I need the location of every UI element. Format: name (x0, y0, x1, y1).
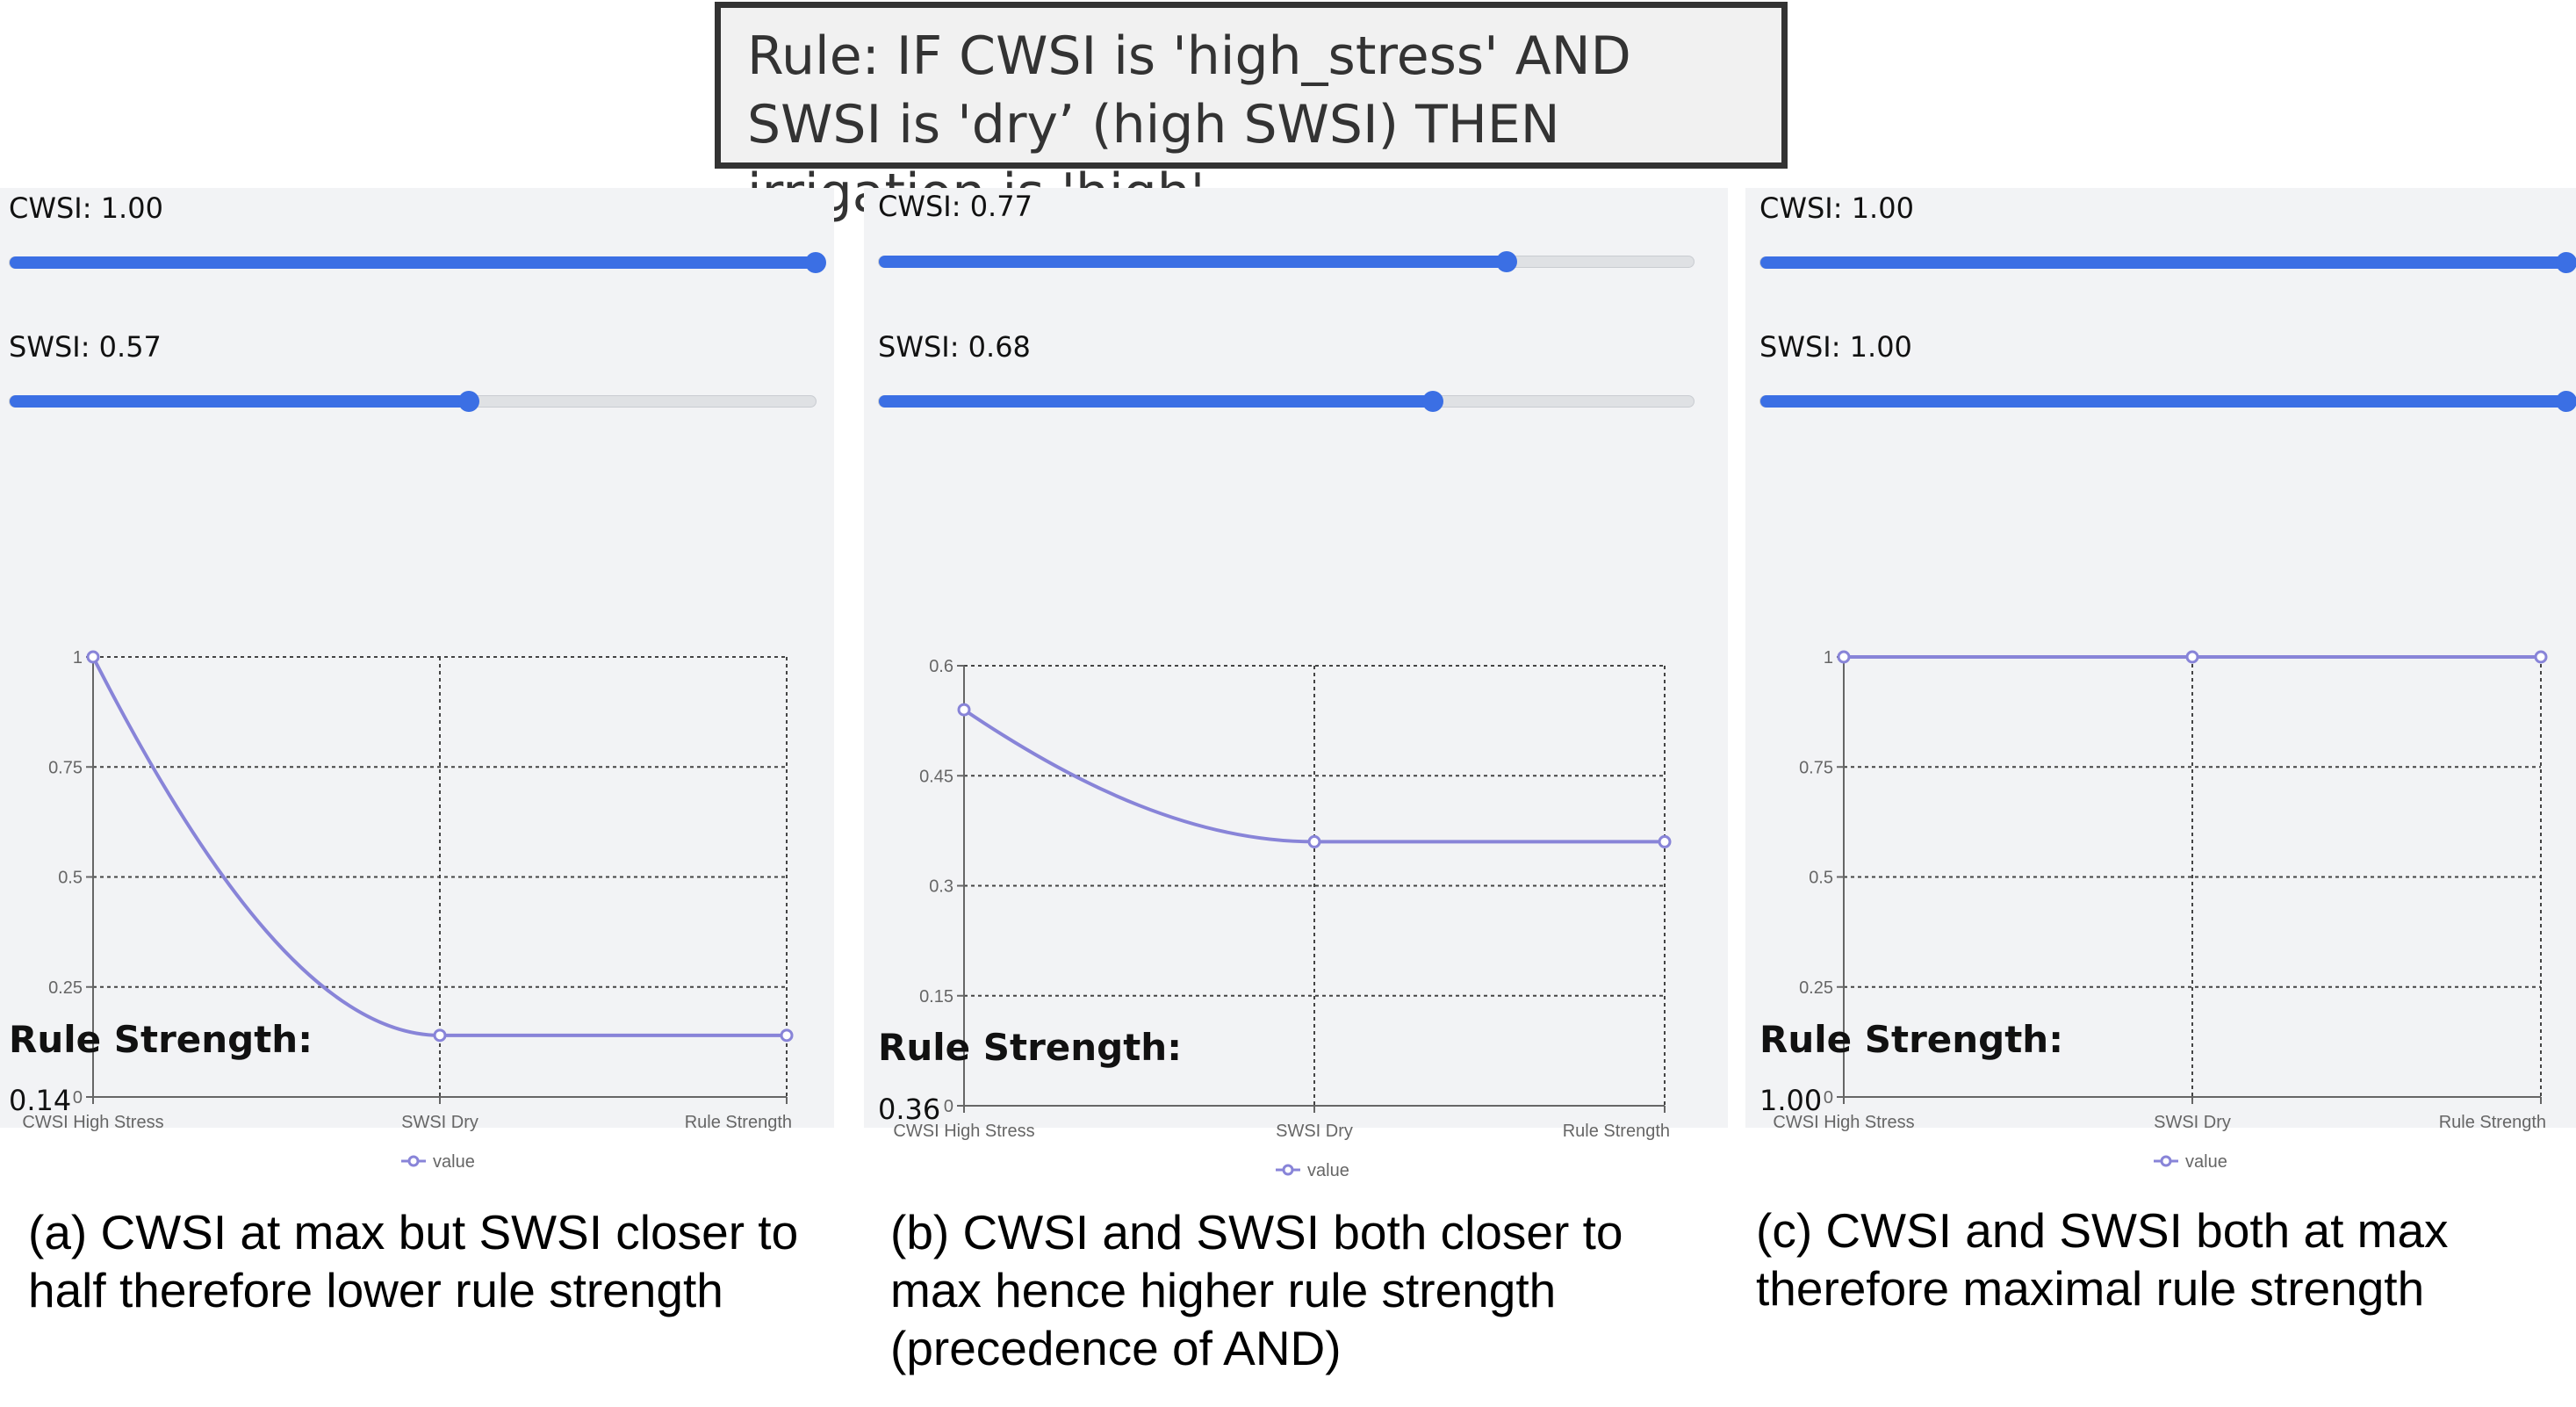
y-tick-label: 1 (1824, 648, 1833, 667)
legend-label: value (2185, 1152, 2227, 1172)
x-tick-label: SWSI Dry (1276, 1122, 1353, 1141)
data-point (86, 650, 100, 664)
swsi-label: SWSI: 0.57 (9, 330, 162, 364)
y-tick-label: 0.45 (919, 767, 953, 786)
swsi-slider[interactable] (878, 391, 1695, 412)
swsi-slider-thumb[interactable] (458, 391, 480, 412)
swsi-slider-thumb[interactable] (1422, 391, 1444, 412)
x-tick-label: CWSI High Stress (22, 1113, 163, 1132)
data-point (2534, 650, 2548, 664)
data-point (957, 703, 971, 717)
cwsi-slider[interactable] (1759, 252, 2576, 273)
swsi-slider-fill (1760, 395, 2566, 408)
swsi-slider-fill (10, 395, 470, 408)
rule-chart: 0 0.15 0.3 0.45 0.6 CWSI High Stress SWSI Dry R… (893, 657, 1672, 1180)
y-tick-label: 0.75 (1799, 758, 1833, 777)
cwsi-slider[interactable] (9, 252, 826, 273)
series-line (91, 656, 787, 1037)
x-tick-label: Rule Strength (685, 1113, 792, 1132)
x-tick-label: CWSI High Stress (893, 1122, 1034, 1141)
x-tick-label: CWSI High Stress (1773, 1113, 1914, 1132)
y-tick-label: 0 (73, 1088, 83, 1108)
cwsi-slider[interactable] (878, 251, 1695, 272)
caption-a: (a) CWSI at max but SWSI closer to half … (28, 1205, 799, 1317)
rule-strength-title: Rule Strength: (9, 1018, 313, 1061)
legend-label: value (1307, 1161, 1349, 1180)
swsi-slider[interactable] (9, 391, 817, 412)
cwsi-slider-thumb[interactable] (1495, 251, 1517, 272)
rule-description: Rule: IF CWSI is 'high_stress' AND SWSI … (715, 2, 1788, 224)
y-tick-label: 0.25 (48, 978, 83, 998)
y-tick-label: 0.3 (929, 877, 953, 897)
x-tick-label: Rule Strength (1563, 1122, 1670, 1141)
rule-strength-value: 0.14 (9, 1084, 72, 1117)
x-tick-label: Rule Strength (2439, 1113, 2546, 1132)
y-tick-label: 0.5 (1809, 869, 1833, 888)
cwsi-label: CWSI: 0.77 (878, 190, 1033, 223)
swsi-slider-thumb[interactable] (2556, 391, 2576, 412)
legend-marker (1282, 1164, 1294, 1176)
panel-c: CWSI: 1.00 SWSI: 1.00 0 0.25 0.5 0.75 1 CWSI … (1745, 188, 2576, 1172)
y-tick-label: 0.6 (929, 657, 953, 676)
legend-label: value (433, 1152, 475, 1172)
swsi-slider-fill (879, 395, 1434, 408)
swsi-label: SWSI: 0.68 (878, 330, 1031, 364)
y-tick-label: 0 (944, 1097, 953, 1116)
data-point (1307, 834, 1321, 848)
data-point (433, 1028, 447, 1043)
rule-chart: 0 0.25 0.5 0.75 1 CWSI High Stress SWSI Dry Rul… (1773, 648, 2548, 1172)
rule-strength-title: Rule Strength: (878, 1026, 1183, 1069)
data-point (1837, 650, 1851, 664)
rule-strength-value: 0.36 (878, 1093, 941, 1126)
y-tick-label: 1 (73, 648, 83, 667)
swsi-slider[interactable] (1759, 391, 2576, 412)
rule-strength-value: 1.00 (1759, 1084, 1823, 1117)
data-point (780, 1028, 794, 1043)
cwsi-slider-fill (1760, 256, 2566, 269)
data-point (1658, 834, 1672, 848)
panel-b: CWSI: 0.77 SWSI: 0.68 0 0.15 0.3 0.45 0.6 CWS… (864, 188, 1728, 1180)
swsi-label: SWSI: 1.00 (1759, 330, 1912, 364)
cwsi-label: CWSI: 1.00 (1759, 191, 1914, 225)
cwsi-slider-thumb[interactable] (805, 252, 826, 273)
x-tick-label: SWSI Dry (2154, 1113, 2231, 1132)
cwsi-slider-fill (879, 256, 1507, 268)
panel-a: CWSI: 1.00 SWSI: 0.57 0 0.25 0.5 0.75 1 CWSI … (0, 188, 834, 1172)
y-tick-label: 0.5 (58, 869, 83, 888)
cwsi-slider-fill (10, 256, 816, 269)
data-point (2185, 650, 2199, 664)
y-tick-label: 0 (1824, 1088, 1833, 1108)
cwsi-slider-thumb[interactable] (2556, 252, 2576, 273)
y-tick-label: 0.15 (919, 987, 953, 1007)
rule-chart: 0 0.25 0.5 0.75 1 CWSI High Stress SWSI Dry Rul… (22, 648, 794, 1172)
cwsi-label: CWSI: 1.00 (9, 191, 163, 225)
y-tick-label: 0.25 (1799, 978, 1833, 998)
caption-b: (b) CWSI and SWSI both closer to max hen… (890, 1205, 1623, 1375)
x-tick-label: SWSI Dry (401, 1113, 479, 1132)
legend-marker (2160, 1155, 2172, 1167)
legend-marker (407, 1155, 420, 1167)
caption-c: (c) CWSI and SWSI both at max therefore … (1756, 1203, 2449, 1316)
y-tick-label: 0.75 (48, 758, 83, 777)
rule-strength-title: Rule Strength: (1759, 1018, 2064, 1061)
